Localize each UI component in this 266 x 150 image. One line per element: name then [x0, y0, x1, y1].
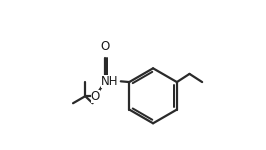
- Text: NH: NH: [101, 75, 118, 88]
- Text: O: O: [101, 40, 110, 53]
- Text: O: O: [91, 90, 100, 103]
